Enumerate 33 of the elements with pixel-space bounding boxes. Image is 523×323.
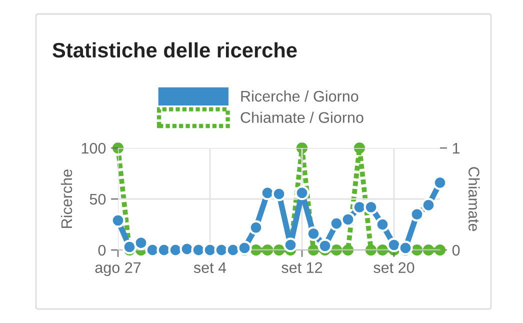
x-tick-label: set 20	[374, 262, 414, 274]
x-tick-label: set 4	[194, 262, 226, 274]
y-tick-label: 100	[82, 142, 106, 154]
point	[122, 240, 137, 254]
point	[110, 213, 126, 228]
point	[398, 240, 413, 256]
y-axis-title: Ricerche	[60, 170, 72, 228]
point	[329, 216, 344, 231]
point	[340, 212, 356, 227]
point	[180, 242, 194, 256]
point	[375, 217, 390, 232]
point	[248, 220, 264, 235]
y2-axis-title: Chiamate	[468, 167, 480, 232]
y2-tick-label: 0	[452, 244, 460, 256]
point	[294, 186, 310, 200]
point	[272, 186, 286, 202]
chart-title: Statistiche delle ricerche	[52, 42, 297, 58]
x-tick-label: set 12	[282, 262, 322, 274]
point	[306, 226, 321, 241]
point	[421, 198, 436, 212]
point	[283, 238, 298, 252]
y-tick-label: 0	[98, 244, 106, 256]
point	[318, 238, 332, 254]
point	[352, 200, 367, 214]
point	[237, 240, 252, 256]
y2-tick-label: 1	[452, 143, 460, 154]
legend-label: Chiamate / Giorno	[240, 112, 364, 123]
legend-label: Ricerche / Giorno	[241, 90, 358, 102]
point	[410, 207, 424, 222]
point	[134, 236, 148, 250]
point	[386, 238, 402, 252]
x-tick-label: ago 27	[95, 262, 141, 276]
y-tick-label: 50	[90, 194, 106, 205]
